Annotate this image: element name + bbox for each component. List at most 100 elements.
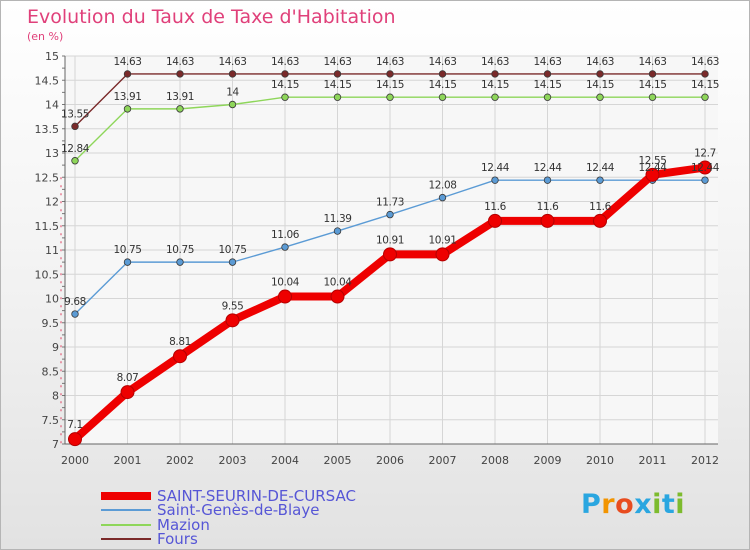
- data-label: 14.63: [323, 56, 351, 68]
- y-tick-label: 8.5: [42, 365, 60, 378]
- data-label: 14.63: [691, 56, 719, 68]
- data-point: [648, 70, 657, 78]
- data-point: [540, 213, 555, 228]
- data-point: [281, 70, 289, 78]
- data-point: [176, 105, 184, 113]
- data-label: 9.68: [64, 296, 86, 308]
- data-point: [330, 289, 345, 304]
- logo-letter: i: [675, 489, 686, 520]
- data-point: [701, 93, 709, 101]
- data-point: [491, 70, 499, 78]
- y-tick-label: 10.5: [35, 268, 60, 281]
- data-point: [491, 93, 499, 101]
- data-label: 12.44: [691, 162, 720, 174]
- data-point: [71, 122, 79, 131]
- data-point: [278, 289, 292, 304]
- data-point: [281, 243, 289, 251]
- x-tick-label: 2008: [481, 454, 509, 467]
- data-label: 12.44: [638, 162, 667, 174]
- legend-item: SAINT-SEURIN-DE-CURSAC: [101, 487, 356, 505]
- chart-title: Evolution du Taux de Taxe d'Habitation: [27, 6, 396, 28]
- y-tick-label: 7.5: [42, 414, 60, 427]
- data-point: [596, 176, 604, 184]
- data-label: 8.07: [117, 372, 139, 384]
- x-tick-label: 2001: [114, 454, 142, 467]
- y-tick-label: 11.5: [35, 220, 60, 233]
- data-point: [543, 176, 552, 184]
- y-tick-label: 7: [52, 438, 59, 451]
- x-tick-label: 2002: [166, 454, 194, 467]
- x-tick-label: 2003: [219, 454, 247, 467]
- x-tick-label: 2005: [324, 454, 352, 467]
- data-point: [123, 105, 132, 113]
- logo-letter: t: [661, 489, 676, 520]
- data-point: [386, 70, 394, 78]
- data-label: 14.15: [271, 79, 299, 91]
- y-tick-label: 13.5: [35, 123, 60, 136]
- data-label: 10.04: [323, 277, 352, 289]
- legend-label: Saint-Genès-de-Blaye: [157, 501, 320, 519]
- legend-item: Saint-Genès-de-Blaye: [101, 501, 320, 519]
- logo-letter: x: [634, 489, 653, 520]
- y-tick-label: 12.5: [35, 171, 60, 184]
- data-label: 11.6: [537, 201, 559, 213]
- data-label: 14.15: [481, 79, 509, 91]
- x-tick-label: 2007: [429, 454, 457, 467]
- data-point: [281, 93, 289, 101]
- logo-letter: i: [652, 489, 662, 520]
- x-tick-label: 2010: [586, 454, 614, 467]
- data-point: [383, 247, 397, 262]
- data-label: 14.15: [533, 79, 561, 91]
- legend-swatch: [101, 492, 151, 500]
- data-label: 11.73: [376, 197, 404, 209]
- data-point: [228, 70, 237, 78]
- data-label: 10.91: [428, 234, 456, 246]
- data-label: 11.6: [589, 201, 611, 213]
- data-point: [488, 213, 502, 228]
- x-tick-label: 2004: [271, 454, 299, 467]
- data-point: [123, 258, 132, 266]
- logo-letter: r: [601, 489, 616, 520]
- logo-letter: o: [615, 489, 635, 520]
- data-label: 14.63: [166, 56, 194, 68]
- data-point: [71, 310, 79, 318]
- data-label: 10.75: [113, 244, 141, 256]
- y-tick-label: 10: [45, 293, 59, 306]
- data-point: [596, 70, 604, 78]
- data-label: 12.08: [428, 180, 456, 192]
- x-tick-label: 2012: [691, 454, 719, 467]
- data-label: 13.91: [166, 91, 194, 103]
- data-label: 13.91: [113, 91, 141, 103]
- data-point: [701, 176, 709, 184]
- legend-label: SAINT-SEURIN-DE-CURSAC: [157, 487, 356, 505]
- legend-item: Mazion: [101, 516, 210, 534]
- data-label: 10.75: [218, 244, 246, 256]
- data-label: 14.15: [428, 79, 456, 91]
- data-point: [491, 176, 499, 184]
- data-label: 13.55: [61, 108, 89, 120]
- data-point: [173, 349, 187, 364]
- data-label: 12.44: [533, 162, 562, 174]
- data-label: 14.63: [428, 56, 456, 68]
- data-label: 14.63: [533, 56, 561, 68]
- y-tick-label: 13: [45, 147, 59, 160]
- y-tick-label: 15: [45, 50, 59, 63]
- data-label: 14.63: [376, 56, 404, 68]
- data-point: [333, 93, 342, 101]
- data-point: [71, 157, 79, 165]
- data-label: 12.44: [481, 162, 510, 174]
- data-point: [225, 313, 240, 328]
- data-label: 12.84: [61, 143, 90, 155]
- data-label: 14.63: [638, 56, 666, 68]
- unit-label: (en %): [27, 30, 64, 43]
- y-tick-label: 9: [52, 341, 59, 354]
- data-point: [543, 93, 552, 101]
- data-label: 11.6: [484, 201, 506, 213]
- data-point: [386, 93, 394, 101]
- x-tick-label: 2000: [61, 454, 89, 467]
- data-point: [68, 432, 82, 447]
- data-label: 14.63: [218, 56, 246, 68]
- data-label: 10.75: [166, 244, 194, 256]
- data-label: 14.15: [638, 79, 666, 91]
